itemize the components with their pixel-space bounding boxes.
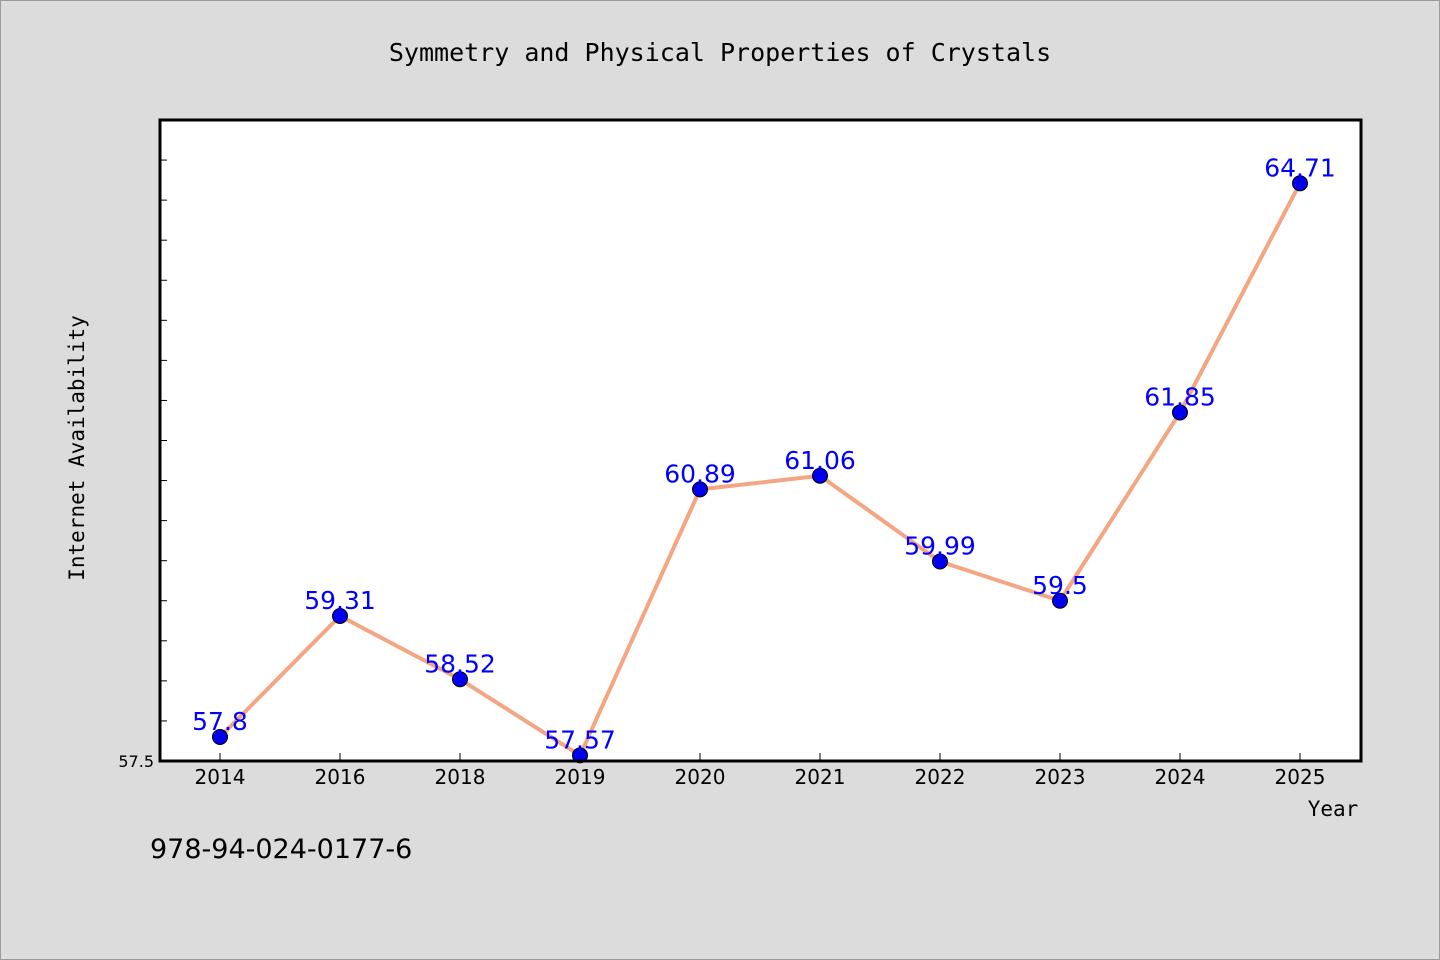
y-tick-label: 57.5 xyxy=(118,752,154,771)
data-label: 57.57 xyxy=(544,725,616,754)
x-tick-label: 2021 xyxy=(795,765,846,789)
data-point xyxy=(572,747,588,764)
plot-area xyxy=(160,120,1361,761)
data-point xyxy=(332,607,348,624)
data-label: 60.89 xyxy=(664,459,736,488)
isbn-text: 978-94-024-0177-6 xyxy=(150,834,413,865)
x-tick-label: 2024 xyxy=(1155,765,1206,789)
plot-border xyxy=(158,118,1363,763)
data-point xyxy=(932,553,948,570)
data-label: 61.06 xyxy=(784,446,856,475)
chart-title: Symmetry and Physical Properties of Crys… xyxy=(389,38,1051,67)
x-tick-label: 2019 xyxy=(555,765,606,789)
data-point xyxy=(212,728,228,745)
data-label: 59.99 xyxy=(904,531,976,560)
data-label: 61.85 xyxy=(1144,382,1216,411)
y-axis-label: Internet Availability xyxy=(65,315,89,581)
x-tick-label: 2025 xyxy=(1275,765,1326,789)
x-tick-label: 2023 xyxy=(1035,765,1086,789)
data-point xyxy=(1292,175,1308,192)
data-point xyxy=(1052,592,1068,609)
data-label: 59.5 xyxy=(1032,571,1088,600)
data-point xyxy=(452,671,468,688)
data-point xyxy=(812,467,828,484)
data-point xyxy=(692,481,708,498)
x-axis-ticks: 2014 2016 2018 2019 2020 2021 2022 2023 2024 2025 xyxy=(195,753,1326,789)
x-tick-label: 2018 xyxy=(435,765,486,789)
data-label: 59.31 xyxy=(304,586,376,615)
x-tick-label: 2020 xyxy=(675,765,726,789)
data-label: 58.52 xyxy=(424,649,496,678)
series-line xyxy=(218,182,1302,758)
data-label-group: 57.8 59.31 58.52 57.57 60.89 61.06 59.99 59.5 61… xyxy=(192,153,1336,754)
x-axis-label: Year xyxy=(1308,797,1359,821)
data-label: 57.8 xyxy=(192,707,248,736)
data-label: 64.71 xyxy=(1264,153,1336,182)
series-line-group xyxy=(218,182,1302,758)
x-tick-label: 2022 xyxy=(915,765,966,789)
x-tick-label: 2014 xyxy=(195,765,246,789)
x-tick-label: 2016 xyxy=(315,765,366,789)
data-point xyxy=(1172,404,1188,421)
marker-group xyxy=(212,175,1308,764)
